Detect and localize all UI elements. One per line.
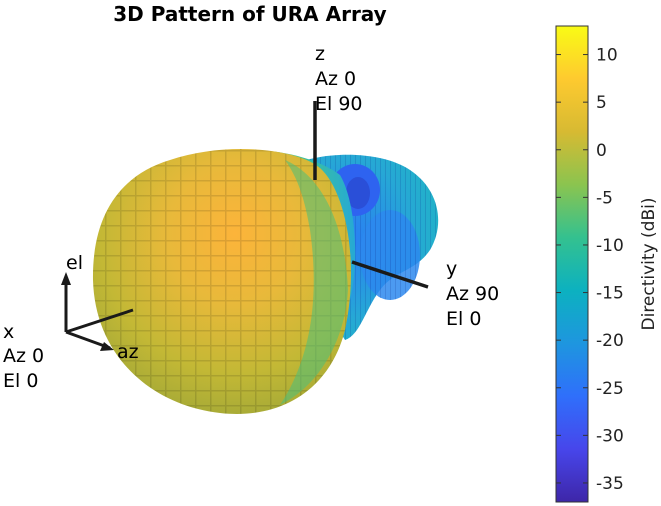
y-axis-el: El 0	[446, 308, 481, 330]
x-axis-name: x	[3, 321, 14, 343]
colorbar: 10 5 0 -5 -10 -15 -20 -25 -30 -35 Directivity (dB…	[555, 25, 659, 503]
az-axis-label: az	[117, 341, 139, 363]
colorbar-tick-label: 0	[596, 141, 607, 161]
colorbar-tick-label: 5	[596, 93, 607, 113]
main-lobe	[92, 148, 351, 414]
x-axis-az: Az 0	[3, 345, 44, 367]
colorbar-tick-label: -15	[596, 284, 624, 304]
colorbar-label: Directivity (dBi)	[639, 198, 659, 331]
colorbar-tick-label: -10	[596, 236, 624, 256]
y-axis-name: y	[446, 258, 457, 280]
z-axis-az: Az 0	[315, 68, 356, 90]
colorbar-gradient	[555, 25, 589, 503]
y-axis-line	[351, 260, 429, 289]
colorbar-tick-label: -20	[596, 331, 624, 351]
colorbar-tick-label: -30	[596, 426, 624, 446]
z-axis-name: z	[315, 43, 325, 65]
colorbar-tick-label: -5	[596, 188, 613, 208]
colorbar-tick-label: -25	[596, 379, 624, 399]
y-axis-az: Az 90	[446, 283, 499, 305]
z-axis-el: El 90	[315, 93, 363, 115]
x-axis-el: El 0	[3, 370, 38, 392]
colorbar-tick-label: 10	[596, 46, 618, 66]
colorbar-tick-label: -35	[596, 474, 624, 494]
chart-title: 3D Pattern of URA Array	[113, 2, 386, 26]
el-axis-label: el	[66, 252, 83, 274]
orientation-triad	[61, 272, 134, 351]
